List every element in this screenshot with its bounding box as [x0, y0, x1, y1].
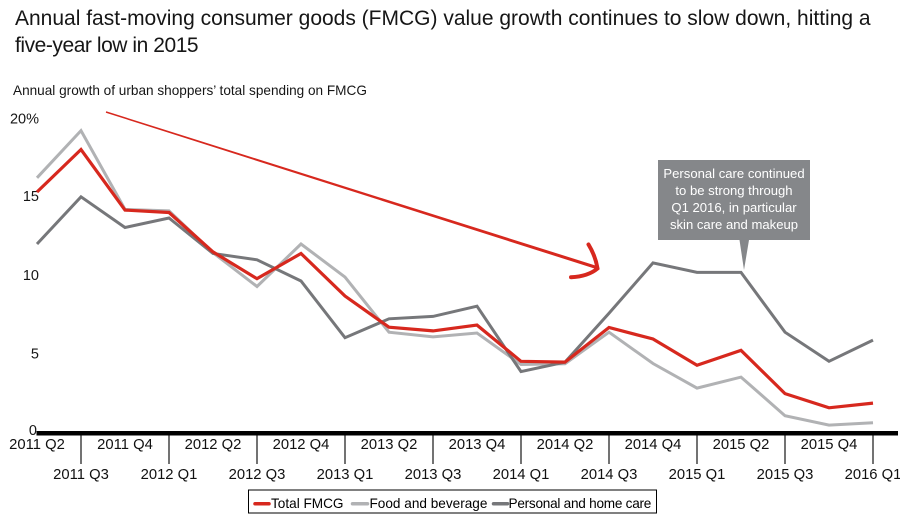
- svg-text:to be strong through: to be strong through: [675, 183, 792, 198]
- svg-text:2012 Q2: 2012 Q2: [185, 437, 242, 453]
- svg-text:2014 Q3: 2014 Q3: [581, 467, 638, 483]
- svg-text:2012 Q3: 2012 Q3: [229, 467, 286, 483]
- svg-text:2015 Q1: 2015 Q1: [669, 467, 726, 483]
- svg-text:2012 Q1: 2012 Q1: [141, 467, 198, 483]
- svg-text:Total FMCG: Total FMCG: [271, 496, 344, 511]
- svg-text:2013 Q1: 2013 Q1: [317, 467, 374, 483]
- svg-text:Personal and home care: Personal and home care: [509, 496, 652, 511]
- svg-text:Food and beverage: Food and beverage: [370, 496, 488, 511]
- svg-text:2015 Q3: 2015 Q3: [757, 467, 814, 483]
- svg-text:2014 Q1: 2014 Q1: [493, 467, 550, 483]
- svg-text:10: 10: [23, 268, 39, 284]
- svg-text:2011 Q2: 2011 Q2: [9, 437, 65, 453]
- svg-text:2015 Q4: 2015 Q4: [801, 437, 858, 453]
- svg-text:2013 Q2: 2013 Q2: [361, 437, 418, 453]
- svg-text:skin care and makeup: skin care and makeup: [670, 217, 798, 232]
- svg-text:Personal care continued: Personal care continued: [663, 166, 804, 181]
- svg-text:2011 Q3: 2011 Q3: [53, 467, 109, 483]
- svg-text:5: 5: [31, 347, 39, 363]
- svg-text:2012 Q4: 2012 Q4: [273, 437, 330, 453]
- svg-text:2014 Q4: 2014 Q4: [625, 437, 682, 453]
- svg-text:2015 Q2: 2015 Q2: [713, 437, 770, 453]
- svg-text:15: 15: [23, 189, 39, 205]
- svg-text:2014 Q2: 2014 Q2: [537, 437, 594, 453]
- svg-text:2011 Q4: 2011 Q4: [97, 437, 153, 453]
- svg-text:0: 0: [29, 423, 37, 439]
- svg-text:20%: 20%: [10, 112, 39, 128]
- svg-text:2013 Q4: 2013 Q4: [449, 437, 506, 453]
- svg-text:2016 Q1: 2016 Q1: [845, 467, 900, 483]
- svg-text:Q1 2016, in particular: Q1 2016, in particular: [671, 200, 797, 215]
- svg-text:2013 Q3: 2013 Q3: [405, 467, 462, 483]
